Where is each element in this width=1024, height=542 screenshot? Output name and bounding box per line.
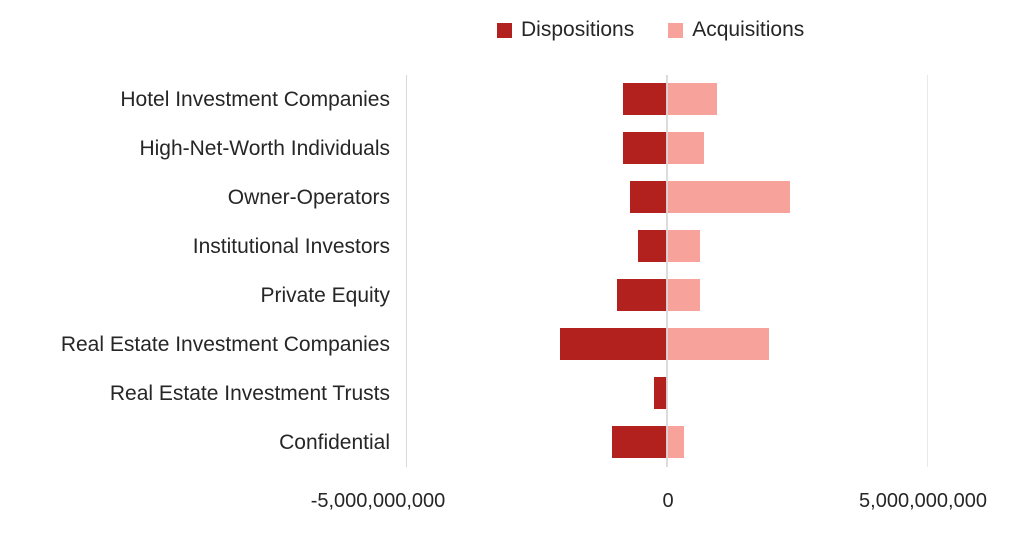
bar-rows	[406, 75, 928, 467]
acquisitions-bar	[667, 83, 717, 115]
x-axis-tick-label-min: -5,000,000,000	[310, 490, 446, 512]
category-label: Real Estate Investment Companies	[60, 332, 390, 356]
dispositions-bar	[630, 181, 667, 213]
zero-axis-line	[666, 75, 668, 467]
category-axis-labels: Hotel Investment Companies High-Net-Wort…	[0, 75, 390, 467]
x-axis-tick-label-zero: 0	[662, 490, 674, 512]
bar-row	[406, 418, 928, 467]
right-gridline	[927, 75, 928, 467]
legend-label-dispositions: Dispositions	[521, 18, 635, 41]
legend-item-acquisitions: Acquisitions	[668, 18, 804, 42]
bar-row	[406, 369, 928, 418]
dispositions-bar	[612, 426, 667, 458]
category-label: Confidential	[279, 430, 390, 454]
acquisitions-bar	[667, 279, 700, 311]
dispositions-bar	[638, 230, 667, 262]
bar-row	[406, 124, 928, 173]
category-label: Real Estate Investment Trusts	[109, 381, 390, 405]
category-label: Owner-Operators	[227, 185, 390, 209]
acquisitions-bar	[667, 426, 684, 458]
bar-row	[406, 222, 928, 271]
acquisitions-bar	[667, 230, 700, 262]
acquisitions-bar	[667, 132, 704, 164]
bar-row	[406, 271, 928, 320]
dispositions-bar	[623, 83, 667, 115]
left-gridline	[406, 75, 407, 467]
bar-row	[406, 75, 928, 124]
acquisitions-bar	[667, 181, 790, 213]
dispositions-bar	[560, 328, 667, 360]
bar-row	[406, 173, 928, 222]
dispositions-bar	[654, 377, 667, 409]
acquisitions-swatch	[668, 22, 684, 38]
legend-label-acquisitions: Acquisitions	[692, 18, 805, 41]
bar-row	[406, 320, 928, 369]
x-axis-tick-label-max: 5,000,000,000	[859, 490, 987, 512]
category-label: High-Net-Worth Individuals	[139, 136, 390, 160]
category-label: Private Equity	[260, 283, 390, 307]
plot-area	[406, 75, 928, 467]
category-label: Hotel Investment Companies	[120, 87, 390, 111]
dispositions-bar	[623, 132, 667, 164]
dispositions-swatch	[497, 22, 512, 38]
legend-item-dispositions: Dispositions	[497, 18, 634, 42]
dispositions-bar	[617, 279, 667, 311]
acquisitions-bar	[667, 328, 769, 360]
chart-legend: Dispositions Acquisitions	[497, 18, 804, 42]
category-label: Institutional Investors	[192, 234, 390, 258]
